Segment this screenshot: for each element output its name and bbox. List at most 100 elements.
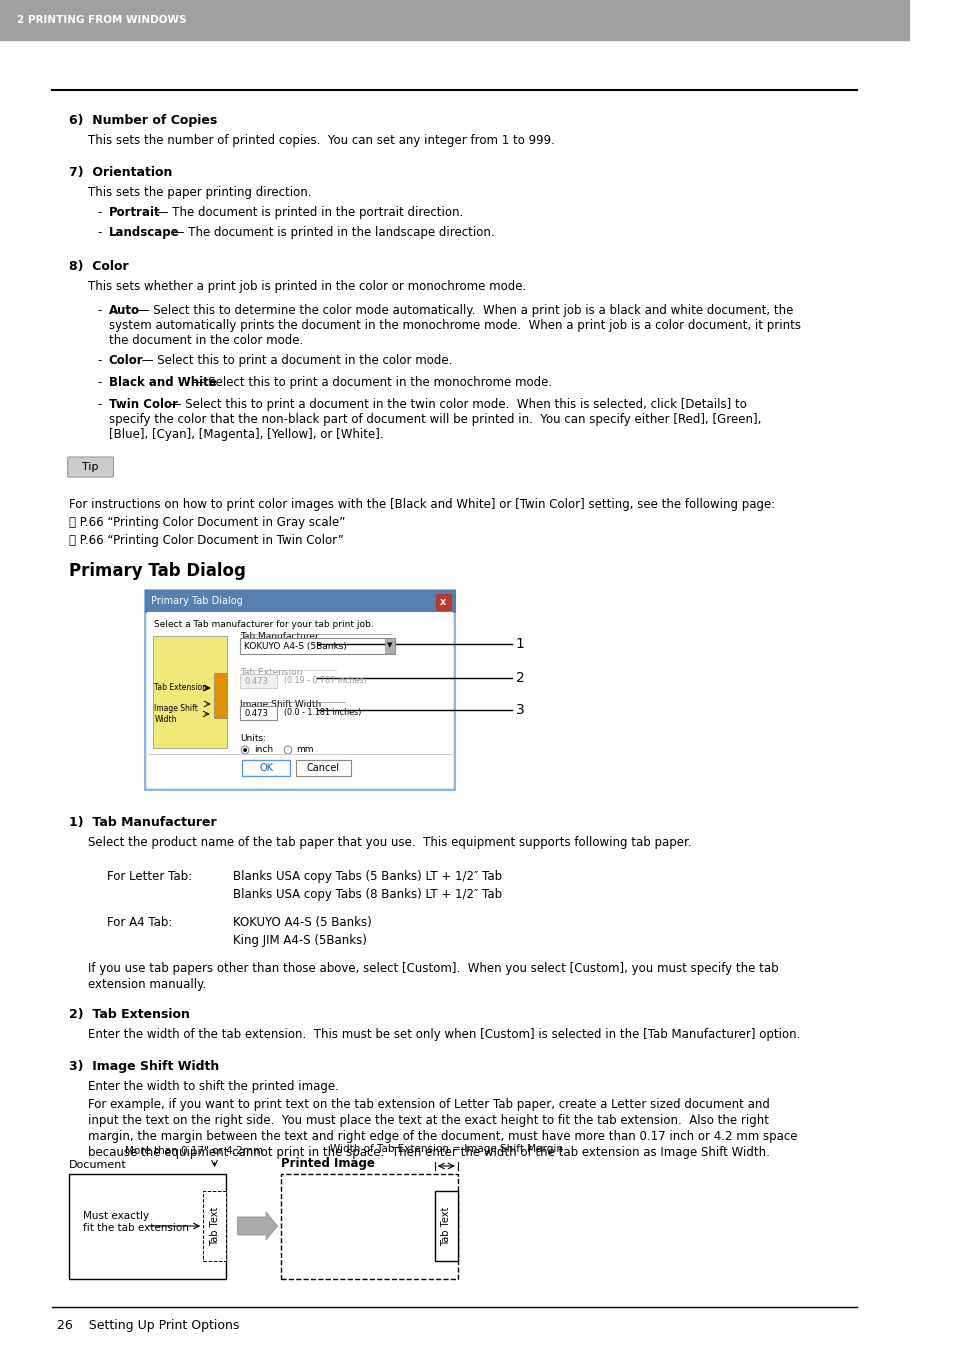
Text: This sets whether a print job is printed in the color or monochrome mode.: This sets whether a print job is printed… bbox=[88, 280, 525, 293]
Bar bbox=[242, 761, 290, 775]
Text: Units:: Units: bbox=[240, 734, 266, 743]
Text: 26    Setting Up Print Options: 26 Setting Up Print Options bbox=[57, 1319, 239, 1332]
Text: Printed Image: Printed Image bbox=[281, 1156, 375, 1170]
Text: Enter the width of the tab extension.  This must be set only when [Custom] is se: Enter the width of the tab extension. Th… bbox=[88, 1028, 800, 1042]
Text: -: - bbox=[97, 304, 102, 317]
Text: Width of Tab Extension = Image Shift Margin: Width of Tab Extension = Image Shift Mar… bbox=[330, 1144, 562, 1154]
Bar bbox=[295, 761, 351, 775]
Text: For instructions on how to print color images with the [Black and White] or [Twi: For instructions on how to print color i… bbox=[69, 499, 774, 511]
Text: Enter the width to shift the printed image.: Enter the width to shift the printed ima… bbox=[88, 1079, 338, 1093]
Bar bbox=[435, 1192, 457, 1260]
Bar bbox=[69, 1174, 226, 1279]
Text: For A4 Tab:: For A4 Tab: bbox=[107, 916, 172, 929]
Text: 8)  Color: 8) Color bbox=[69, 259, 128, 273]
FancyArrow shape bbox=[237, 1212, 277, 1240]
Bar bbox=[213, 673, 227, 717]
Text: Image Shift Width: Image Shift Width bbox=[240, 700, 321, 709]
Text: Auto: Auto bbox=[109, 304, 139, 317]
Circle shape bbox=[243, 748, 247, 753]
Bar bbox=[145, 590, 455, 790]
Text: system automatically prints the document in the monochrome mode.  When a print j: system automatically prints the document… bbox=[109, 319, 800, 332]
Text: fit the tab extension: fit the tab extension bbox=[83, 1223, 189, 1233]
Text: KOKUYO A4-S (5 Banks): KOKUYO A4-S (5 Banks) bbox=[233, 916, 371, 929]
Text: If you use tab papers other than those above, select [Custom].  When you select : If you use tab papers other than those a… bbox=[88, 962, 778, 975]
Text: 3: 3 bbox=[516, 703, 524, 717]
Text: Tab Text: Tab Text bbox=[441, 1206, 451, 1246]
Text: 6)  Number of Copies: 6) Number of Copies bbox=[69, 113, 216, 127]
Text: Document: Document bbox=[69, 1161, 126, 1170]
Text: Tab Manufacturer: Tab Manufacturer bbox=[240, 632, 318, 640]
Text: 1: 1 bbox=[516, 638, 524, 651]
Text: Tab Text: Tab Text bbox=[210, 1206, 219, 1246]
Text: ⌹ P.66 “Printing Color Document in Twin Color”: ⌹ P.66 “Printing Color Document in Twin … bbox=[69, 534, 343, 547]
Text: 2 PRINTING FROM WINDOWS: 2 PRINTING FROM WINDOWS bbox=[17, 15, 187, 26]
Text: Tip: Tip bbox=[82, 462, 99, 471]
Text: -: - bbox=[97, 205, 102, 219]
Text: margin, the margin between the text and right edge of the document, must have mo: margin, the margin between the text and … bbox=[88, 1129, 797, 1143]
Bar bbox=[152, 636, 227, 748]
Text: Black and White: Black and White bbox=[109, 376, 216, 389]
FancyBboxPatch shape bbox=[68, 457, 113, 477]
Text: Portrait: Portrait bbox=[109, 205, 160, 219]
Text: 1)  Tab Manufacturer: 1) Tab Manufacturer bbox=[69, 816, 216, 830]
Text: input the text on the right side.  You must place the text at the exact height t: input the text on the right side. You mu… bbox=[88, 1115, 768, 1127]
Text: -: - bbox=[97, 376, 102, 389]
Text: This sets the number of printed copies.  You can set any integer from 1 to 999.: This sets the number of printed copies. … bbox=[88, 134, 554, 147]
Text: King JIM A4-S (5Banks): King JIM A4-S (5Banks) bbox=[233, 934, 366, 947]
Text: — Select this to determine the color mode automatically.  When a print job is a : — Select this to determine the color mod… bbox=[134, 304, 793, 317]
Text: Blanks USA copy Tabs (8 Banks) LT + 1/2″ Tab: Blanks USA copy Tabs (8 Banks) LT + 1/2″… bbox=[233, 888, 501, 901]
Text: Landscape: Landscape bbox=[109, 226, 179, 239]
Text: 7)  Orientation: 7) Orientation bbox=[69, 166, 172, 178]
Text: Cancel: Cancel bbox=[306, 763, 339, 773]
Circle shape bbox=[241, 746, 249, 754]
Text: — The document is printed in the landscape direction.: — The document is printed in the landsca… bbox=[169, 226, 494, 239]
Text: 3)  Image Shift Width: 3) Image Shift Width bbox=[69, 1061, 218, 1073]
Text: Blanks USA copy Tabs (5 Banks) LT + 1/2″ Tab: Blanks USA copy Tabs (5 Banks) LT + 1/2″… bbox=[233, 870, 501, 884]
Bar bbox=[385, 638, 395, 653]
Text: 0.473: 0.473 bbox=[244, 677, 268, 685]
Bar bbox=[240, 674, 276, 688]
Text: ▼: ▼ bbox=[387, 642, 393, 648]
Text: Select a Tab manufacturer for your tab print job.: Select a Tab manufacturer for your tab p… bbox=[154, 620, 374, 630]
Text: — The document is printed in the portrait direction.: — The document is printed in the portrai… bbox=[152, 205, 462, 219]
Text: Tab Extension: Tab Extension bbox=[154, 684, 207, 693]
Text: Twin Color: Twin Color bbox=[109, 399, 177, 411]
Text: -: - bbox=[97, 399, 102, 411]
Text: — Select this to print a document in the color mode.: — Select this to print a document in the… bbox=[138, 354, 452, 367]
Text: Select the product name of the tab paper that you use.  This equipment supports : Select the product name of the tab paper… bbox=[88, 836, 691, 848]
Text: KOKUYO A4-S (5Banks): KOKUYO A4-S (5Banks) bbox=[244, 642, 347, 650]
Text: x: x bbox=[439, 597, 446, 607]
Text: [Blue], [Cyan], [Magenta], [Yellow], or [White].: [Blue], [Cyan], [Magenta], [Yellow], or … bbox=[109, 428, 383, 440]
Bar bbox=[203, 1192, 226, 1260]
Bar bbox=[240, 638, 395, 654]
Text: Primary Tab Dialog: Primary Tab Dialog bbox=[151, 596, 242, 607]
Text: For example, if you want to print text on the tab extension of Letter Tab paper,: For example, if you want to print text o… bbox=[88, 1098, 769, 1111]
Text: 2)  Tab Extension: 2) Tab Extension bbox=[69, 1008, 190, 1021]
Bar bbox=[240, 707, 276, 720]
Circle shape bbox=[284, 746, 292, 754]
Text: Image Shift
Width: Image Shift Width bbox=[154, 704, 198, 724]
Text: (0.19 - 0.787 inches): (0.19 - 0.787 inches) bbox=[284, 677, 367, 685]
Text: inch: inch bbox=[253, 746, 273, 754]
Text: More than 0.17" or 4.2mm: More than 0.17" or 4.2mm bbox=[125, 1146, 262, 1156]
Text: 0.473: 0.473 bbox=[244, 708, 268, 717]
Bar bbox=[281, 1174, 457, 1279]
Bar bbox=[436, 594, 451, 611]
Text: This sets the paper printing direction.: This sets the paper printing direction. bbox=[88, 186, 311, 199]
Text: because the equipment cannot print in the space.  Then enter the width of the ta: because the equipment cannot print in th… bbox=[88, 1146, 769, 1159]
Text: mm: mm bbox=[296, 746, 314, 754]
Text: extension manually.: extension manually. bbox=[88, 978, 206, 992]
Text: Color: Color bbox=[109, 354, 143, 367]
Bar bbox=[145, 590, 455, 612]
Bar bbox=[147, 612, 453, 788]
Text: the document in the color mode.: the document in the color mode. bbox=[109, 334, 303, 347]
Text: -: - bbox=[97, 354, 102, 367]
Text: — Select this to print a document in the twin color mode.  When this is selected: — Select this to print a document in the… bbox=[166, 399, 746, 411]
Text: 2: 2 bbox=[516, 671, 524, 685]
Bar bbox=[0, 0, 909, 41]
Text: For Letter Tab:: For Letter Tab: bbox=[107, 870, 192, 884]
Text: specify the color that the non-black part of document will be printed in.  You c: specify the color that the non-black par… bbox=[109, 413, 760, 426]
Text: (0.0 - 1.181 inches): (0.0 - 1.181 inches) bbox=[284, 708, 361, 717]
Text: Tab Extension: Tab Extension bbox=[240, 667, 302, 677]
Text: -: - bbox=[97, 226, 102, 239]
